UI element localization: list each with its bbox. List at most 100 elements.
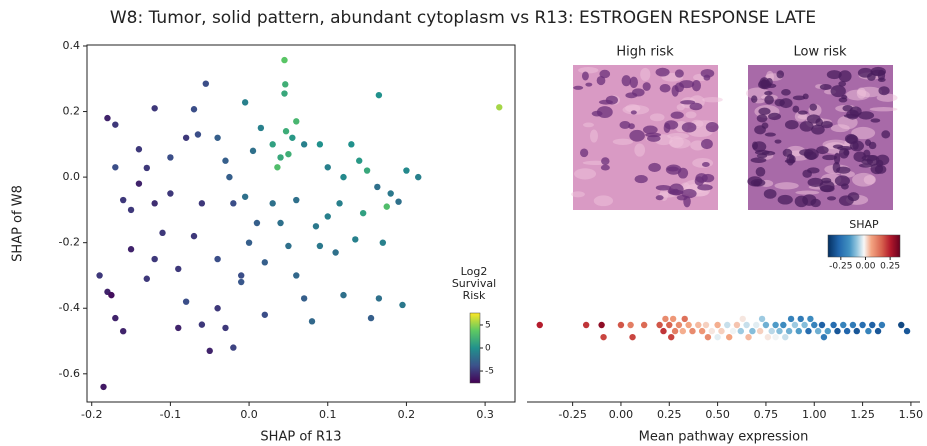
point [772,333,779,341]
point [383,203,390,210]
point [818,321,826,329]
point [807,315,814,323]
point [714,333,721,341]
texture [774,182,799,190]
nucleus [659,84,671,93]
nucleus [807,167,820,174]
point [656,321,663,329]
nucleus [784,120,799,130]
point [627,321,634,329]
nucleus [768,112,782,121]
point [805,327,812,335]
point [600,333,607,341]
image-title: Low risk [794,45,847,60]
point [316,141,324,148]
point [662,315,669,323]
nucleus [629,76,638,89]
nucleus [806,114,821,124]
nucleus [619,120,631,129]
nucleus [655,195,664,201]
nucleus [600,164,610,171]
nucleus [655,67,670,77]
nucleus [705,121,719,133]
nucleus [788,155,796,164]
point [253,219,261,227]
point [729,327,737,335]
point [182,134,190,141]
point [853,327,860,335]
point [167,190,174,197]
point [698,327,706,335]
point [359,209,367,217]
x-tick-label: 0.50 [705,408,730,421]
nucleus [877,69,886,81]
point [143,275,150,282]
point [340,173,347,181]
x-tick-label: 0.3 [476,408,494,421]
point [135,146,143,153]
point [316,242,324,250]
point [785,327,793,335]
point [363,167,371,174]
point [222,157,229,164]
point [733,321,741,329]
point [679,327,687,335]
nucleus [764,95,774,105]
point [387,190,394,197]
point [669,315,677,323]
point [100,383,107,391]
nucleus [863,149,871,158]
colorbar-tick-label: 0.25 [880,262,900,272]
y-tick-label: 0.4 [63,39,81,52]
nucleus [836,166,851,174]
point [403,167,410,174]
x-tick-label: 0.1 [319,408,337,421]
x-tick-label: 0.75 [754,408,779,421]
nucleus [751,95,758,103]
nucleus [781,89,791,96]
point [797,315,804,323]
point [194,131,202,138]
point [375,295,383,302]
nucleus [875,154,890,166]
colorbar-title: SHAP [849,218,879,231]
point [127,206,135,214]
nucleus [648,162,661,172]
point [198,200,206,207]
point [668,333,675,341]
nucleus [797,110,808,115]
point [190,232,198,240]
nucleus [774,139,782,144]
x-tick-label: 0.00 [609,408,634,421]
colorbar-tick-label: 5 [485,320,491,330]
nucleus [750,157,767,163]
nucleus [591,110,603,117]
point [660,327,667,335]
histology-image [745,65,898,210]
texture [667,132,689,140]
nucleus [826,70,842,80]
point [379,239,387,246]
texture [676,103,685,111]
nucleus [580,148,589,158]
point [257,124,265,132]
nucleus [842,105,853,112]
point [151,200,158,207]
point [824,327,831,335]
point [681,315,688,323]
nucleus [819,180,835,192]
image-title: High risk [616,45,674,60]
nucleus [759,77,770,89]
point [582,321,590,329]
nucleus [680,100,696,105]
nucleus [750,179,766,187]
point [903,327,911,335]
nucleus [834,175,850,187]
colorbar [827,234,901,258]
nucleus [838,81,847,87]
point [190,106,198,113]
colorbar-tick-label: 0 [485,344,491,354]
point [743,321,750,329]
